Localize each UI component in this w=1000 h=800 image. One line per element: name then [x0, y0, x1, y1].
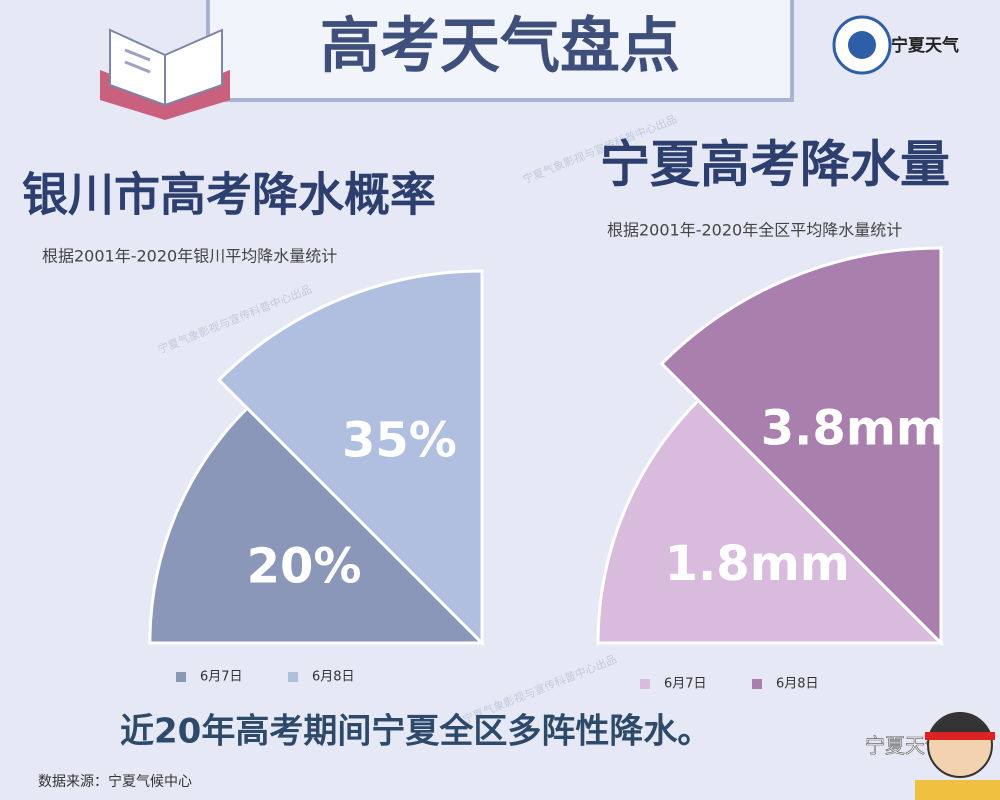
book-icon: [100, 28, 230, 120]
legend-swatch: [640, 679, 650, 689]
chart-subtitle: 根据2001年-2020年全区平均降水量统计: [607, 221, 902, 240]
logo-text: 宁夏天气: [891, 35, 959, 56]
value-label: 20%: [247, 538, 362, 594]
rose-sector: [596, 398, 945, 645]
rose-sector: [216, 269, 484, 647]
logo-inner: [848, 31, 876, 59]
header-title: 高考天气盘点: [320, 12, 680, 82]
chart-title: 宁夏高考降水量: [600, 136, 950, 194]
legend-label: 6月7日: [200, 670, 243, 685]
rose-sector: [659, 246, 943, 647]
legend-label: 6月7日: [664, 677, 707, 692]
chart-subtitle: 根据2001年-2020年银川平均降水量统计: [42, 247, 337, 266]
legend-swatch: [288, 672, 298, 682]
legend-label: 6月8日: [312, 670, 355, 685]
legend-swatch: [752, 679, 762, 689]
rose-sector: [148, 406, 486, 645]
value-label: 1.8mm: [665, 536, 850, 592]
value-label: 35%: [342, 413, 457, 469]
student-icon: [915, 712, 1000, 800]
value-label: 3.8mm: [761, 400, 946, 456]
legend-swatch: [176, 672, 186, 682]
chart-title: 银川市高考降水概率: [22, 168, 436, 222]
source: 数据来源：宁夏气候中心: [38, 773, 192, 790]
legend-label: 6月8日: [776, 677, 819, 692]
summary: 近20年高考期间宁夏全区多阵性降水。: [120, 712, 711, 752]
